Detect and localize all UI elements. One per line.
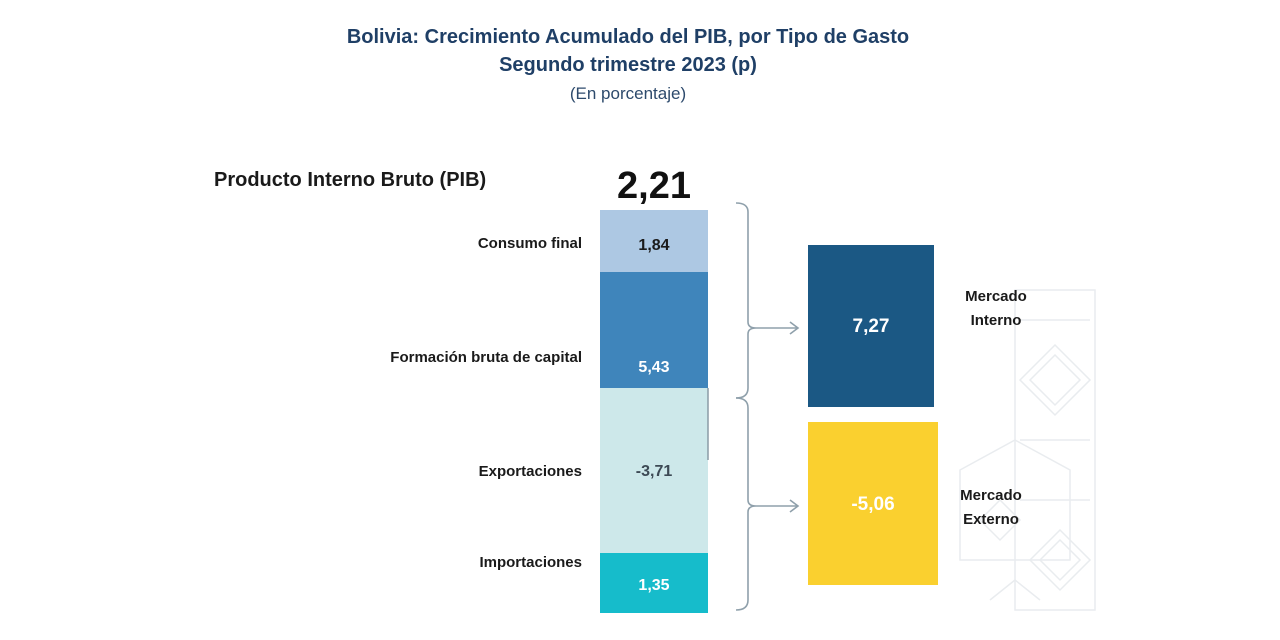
label-mercado-externo-1: Mercado	[960, 487, 1022, 504]
arrow-interno-icon	[756, 321, 800, 335]
bracket-interno	[735, 202, 757, 399]
bar-exportaciones	[600, 388, 708, 553]
value-formacion-bruta-capital: 5,43	[638, 359, 669, 376]
value-importaciones: 1,35	[638, 577, 669, 594]
chart-title: Bolivia: Crecimiento Acumulado del PIB, …	[346, 26, 910, 48]
box-mercado-externo	[808, 422, 938, 585]
bar-consumo-final	[600, 210, 708, 272]
pib-total-value: 2,21	[617, 165, 691, 207]
box-mercado-interno	[808, 245, 934, 407]
value-mercado-interno: 7,27	[853, 316, 890, 337]
value-consumo-final: 1,84	[638, 237, 669, 254]
value-mercado-externo: -5,06	[851, 494, 894, 515]
label-importaciones: Importaciones	[479, 554, 582, 571]
bar-importaciones	[600, 553, 708, 613]
label-exportaciones: Exportaciones	[479, 463, 582, 480]
arrow-externo-icon	[756, 499, 800, 513]
chart-unit: (En porcentaje)	[569, 84, 687, 103]
label-mercado-interno-1: Mercado	[965, 288, 1027, 305]
label-mercado-externo-2: Externo	[963, 511, 1019, 528]
bracket-externo	[735, 397, 757, 611]
chart-subtitle: Segundo trimestre 2023 (p)	[499, 54, 757, 76]
value-exportaciones: -3,71	[636, 463, 673, 480]
label-mercado-interno-2: Interno	[971, 312, 1022, 329]
label-formacion-bruta-capital: Formación bruta de capital	[390, 349, 582, 366]
label-consumo-final: Consumo final	[478, 235, 582, 252]
decorative-pattern	[959, 289, 1096, 611]
pib-label: Producto Interno Bruto (PIB)	[214, 169, 486, 191]
bar-formacion-bruta-capital	[600, 272, 708, 388]
